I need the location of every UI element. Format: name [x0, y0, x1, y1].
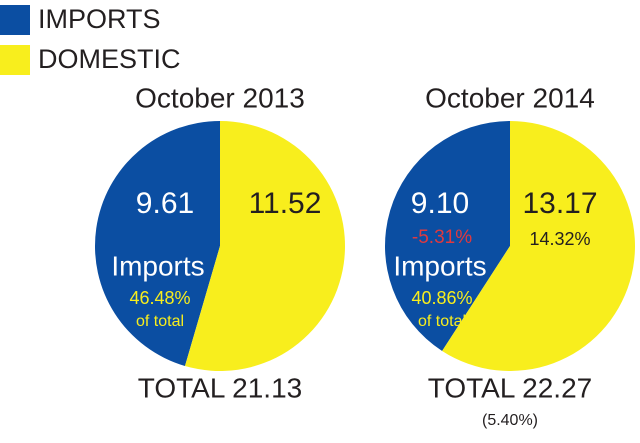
value-label: 9.61	[136, 187, 194, 220]
share-note: of total	[418, 313, 466, 330]
total-change: (5.40%)	[482, 412, 538, 429]
imports-share: 46.48%	[129, 288, 190, 308]
legend-label: DOMESTIC	[38, 44, 181, 74]
share-note: of total	[136, 313, 184, 330]
chart-title: October 2013	[135, 82, 305, 113]
chart-title: October 2014	[425, 82, 595, 113]
pie-slice	[94, 121, 220, 366]
imports-label: Imports	[111, 250, 204, 281]
total: TOTAL 22.27	[428, 372, 592, 403]
pies	[94, 121, 635, 372]
total: TOTAL 21.13	[138, 372, 302, 403]
imports-share: 40.86%	[411, 288, 472, 308]
value-label: 13.17	[522, 187, 597, 220]
legend-swatch	[0, 45, 30, 75]
legend-swatch	[0, 5, 30, 35]
pie-slice	[385, 121, 510, 351]
imports-label: Imports	[393, 250, 486, 281]
pie-slice	[184, 121, 345, 371]
legend-label: IMPORTS	[38, 4, 161, 34]
pie-slice	[442, 121, 635, 372]
domestic-change: 14.32%	[529, 229, 590, 249]
value-label: 11.52	[249, 187, 322, 220]
imports-change: -5.31%	[412, 227, 472, 248]
value-label: 9.10	[411, 187, 469, 220]
